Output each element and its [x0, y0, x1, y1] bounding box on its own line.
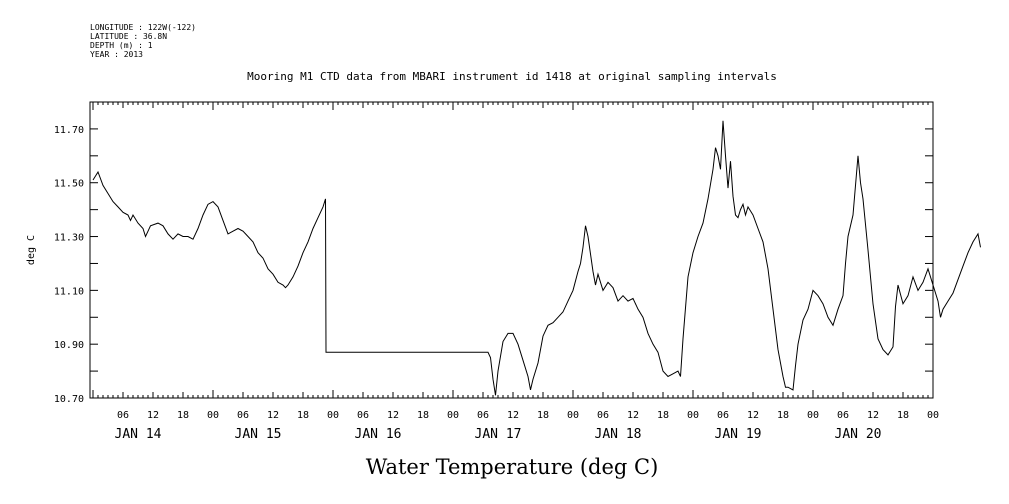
chart-title: Mooring M1 CTD data from MBARI instrumen… — [247, 70, 777, 83]
x-tick-label: 18 — [777, 410, 789, 421]
x-tick-label: 00 — [807, 410, 819, 421]
y-tick-labels: 10.70 10.90 11.10 11.30 11.50 11.70 — [54, 125, 84, 405]
x-tick-label: 06 — [117, 410, 129, 421]
x-tick-label: 12 — [747, 410, 759, 421]
x-tick-label: 00 — [447, 410, 459, 421]
day-label: JAN 15 — [235, 427, 282, 442]
x-tick-label: 18 — [297, 410, 309, 421]
day-label: JAN 16 — [355, 427, 402, 442]
x-tick-label: 00 — [687, 410, 699, 421]
year-label: YEAR : 2013 — [90, 50, 143, 59]
x-tick-label: 00 — [927, 410, 939, 421]
y-ticks — [90, 101, 933, 399]
day-labels: JAN 14 JAN 15 JAN 16 JAN 17 JAN 18 JAN 19 JAN … — [115, 427, 882, 442]
x-tick-label: 06 — [237, 410, 249, 421]
x-tick-label: 00 — [327, 410, 339, 421]
y-tick-label: 11.70 — [54, 125, 84, 136]
y-axis-label: deg C — [26, 235, 37, 265]
day-label: JAN 18 — [595, 427, 642, 442]
x-tick-label: 00 — [567, 410, 579, 421]
y-tick-label: 10.70 — [54, 394, 84, 405]
water-temperature-line — [92, 120, 981, 396]
y-tick-label: 11.10 — [54, 286, 84, 297]
x-tick-label: 06 — [597, 410, 609, 421]
latitude-label: LATITUDE : 36.8N — [90, 32, 167, 41]
day-label: JAN 20 — [835, 427, 882, 442]
x-tick-label: 12 — [627, 410, 639, 421]
x-tick-label: 06 — [357, 410, 369, 421]
x-tick-label: 18 — [657, 410, 669, 421]
x-tick-label: 12 — [507, 410, 519, 421]
y-tick-label: 11.30 — [54, 233, 84, 244]
x-ticks — [92, 102, 934, 398]
day-label: JAN 14 — [115, 427, 162, 442]
x-tick-label: 06 — [477, 410, 489, 421]
day-label: JAN 19 — [715, 427, 762, 442]
x-tick-label: 12 — [867, 410, 879, 421]
x-tick-label: 18 — [177, 410, 189, 421]
x-tick-label: 12 — [387, 410, 399, 421]
x-tick-label: 12 — [267, 410, 279, 421]
x-tick-label: 18 — [897, 410, 909, 421]
y-tick-label: 10.90 — [54, 340, 84, 351]
x-tick-label: 00 — [207, 410, 219, 421]
x-tick-label: 06 — [717, 410, 729, 421]
day-label: JAN 17 — [475, 427, 522, 442]
longitude-label: LONGITUDE : 122W(-122) — [90, 23, 196, 32]
x-tick-label: 18 — [417, 410, 429, 421]
x-tick-label: 06 — [837, 410, 849, 421]
x-axis-label: Water Temperature (deg C) — [366, 455, 659, 479]
x-tick-label: 18 — [537, 410, 549, 421]
y-tick-label: 11.50 — [54, 179, 84, 190]
x-tick-label: 12 — [147, 410, 159, 421]
x-tick-labels: 06 12 18 00 06 12 18 00 06 12 18 00 06 12 18 00 06 12 18 00… — [117, 410, 939, 421]
plot-frame — [89, 101, 934, 399]
depth-label: DEPTH (m) : 1 — [90, 41, 153, 50]
